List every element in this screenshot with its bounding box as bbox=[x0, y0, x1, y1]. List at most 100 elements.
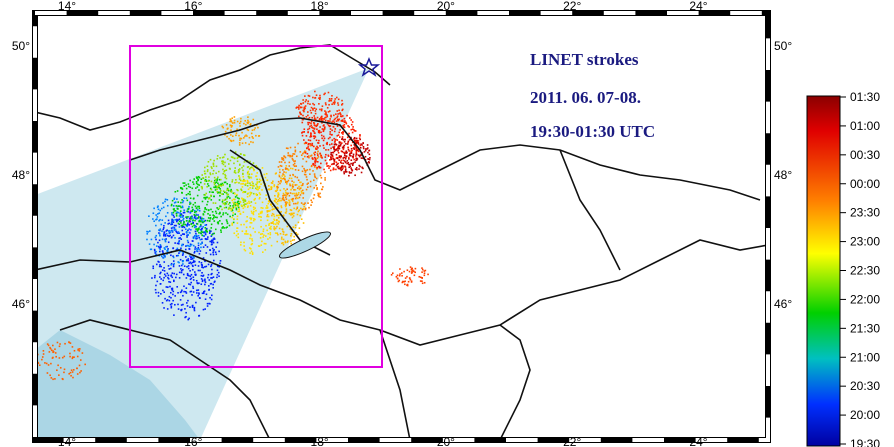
stroke-dot bbox=[253, 198, 256, 201]
stroke-dot bbox=[315, 148, 318, 150]
stroke-dot bbox=[282, 173, 284, 175]
stroke-dot bbox=[314, 160, 316, 163]
stroke-dot bbox=[199, 216, 202, 218]
stroke-dot bbox=[171, 222, 173, 224]
stroke-dot bbox=[214, 202, 217, 204]
stroke-dot bbox=[182, 225, 185, 228]
stroke-dot bbox=[162, 206, 165, 209]
stroke-dot bbox=[245, 134, 247, 137]
stroke-dot bbox=[172, 214, 175, 217]
stroke-dot bbox=[243, 245, 246, 247]
stroke-dot bbox=[315, 166, 318, 169]
stroke-dot bbox=[184, 316, 186, 319]
stroke-dot bbox=[71, 371, 74, 373]
stroke-dot bbox=[63, 368, 66, 371]
stroke-dot bbox=[251, 253, 254, 255]
stroke-dot bbox=[280, 238, 283, 240]
stroke-dot bbox=[297, 142, 299, 145]
stroke-dot bbox=[265, 224, 267, 227]
stroke-dot bbox=[198, 261, 201, 263]
stroke-dot bbox=[246, 215, 248, 218]
stroke-dot bbox=[180, 269, 183, 272]
stroke-dot bbox=[414, 271, 417, 274]
stroke-dot bbox=[347, 141, 349, 144]
stroke-dot bbox=[156, 206, 159, 209]
stroke-dot bbox=[338, 118, 340, 121]
stroke-dot bbox=[239, 120, 242, 123]
stroke-dot bbox=[217, 170, 220, 173]
stroke-dot bbox=[341, 136, 344, 138]
colorbar-label: 00:30 bbox=[850, 148, 880, 162]
stroke-dot bbox=[337, 151, 340, 154]
stroke-dot bbox=[277, 217, 280, 219]
stroke-dot bbox=[158, 212, 161, 214]
stroke-dot bbox=[340, 142, 343, 144]
stroke-dot bbox=[247, 122, 249, 125]
stroke-dot bbox=[242, 169, 244, 172]
stroke-dot bbox=[307, 100, 310, 103]
stroke-dot bbox=[335, 96, 338, 99]
stroke-dot bbox=[297, 197, 299, 200]
stroke-dot bbox=[231, 117, 234, 120]
stroke-dot bbox=[340, 150, 343, 152]
stroke-dot bbox=[180, 247, 182, 250]
stroke-dot bbox=[294, 150, 297, 153]
stroke-dot bbox=[193, 197, 195, 200]
stroke-dot bbox=[283, 194, 285, 197]
stroke-dot bbox=[159, 244, 162, 246]
stroke-dot bbox=[297, 210, 300, 213]
stroke-dot bbox=[334, 98, 337, 100]
stroke-dot bbox=[336, 163, 338, 166]
stroke-dot bbox=[311, 142, 314, 145]
stroke-dot bbox=[52, 350, 55, 352]
stroke-dot bbox=[210, 166, 213, 168]
stroke-dot bbox=[348, 172, 351, 174]
stroke-dot bbox=[176, 198, 178, 200]
stroke-dot bbox=[265, 198, 268, 200]
stroke-dot bbox=[318, 103, 320, 105]
stroke-dot bbox=[249, 221, 252, 224]
stroke-dot bbox=[224, 161, 226, 164]
stroke-dot bbox=[299, 106, 302, 109]
stroke-dot bbox=[277, 196, 279, 198]
stroke-dot bbox=[325, 149, 327, 151]
stroke-dot bbox=[181, 244, 183, 247]
stroke-dot bbox=[299, 207, 302, 210]
stroke-dot bbox=[192, 183, 195, 185]
stroke-dot bbox=[342, 167, 344, 169]
stroke-dot bbox=[303, 203, 306, 206]
stroke-dot bbox=[192, 260, 195, 262]
stroke-dot bbox=[269, 233, 272, 236]
stroke-dot bbox=[324, 92, 326, 95]
stroke-dot bbox=[76, 355, 79, 358]
stroke-dot bbox=[245, 220, 248, 223]
stroke-dot bbox=[239, 244, 242, 246]
stroke-dot bbox=[206, 183, 209, 185]
stroke-dot bbox=[345, 152, 348, 154]
stroke-dot bbox=[307, 202, 309, 204]
stroke-dot bbox=[263, 173, 266, 176]
stroke-dot bbox=[195, 289, 198, 292]
stroke-dot bbox=[280, 206, 283, 209]
stroke-dot bbox=[210, 194, 212, 197]
stroke-dot bbox=[221, 156, 224, 159]
stroke-dot bbox=[198, 231, 200, 234]
stroke-dot bbox=[238, 156, 240, 158]
stroke-dot bbox=[293, 160, 295, 163]
stroke-dot bbox=[319, 196, 322, 198]
stroke-dot bbox=[210, 263, 213, 266]
stroke-dot bbox=[204, 227, 207, 229]
stroke-dot bbox=[260, 244, 263, 246]
stroke-dot bbox=[242, 211, 245, 213]
stroke-dot bbox=[317, 130, 320, 132]
stroke-dot bbox=[215, 246, 218, 248]
stroke-dot bbox=[314, 97, 316, 99]
stroke-dot bbox=[197, 265, 200, 267]
stroke-dot bbox=[341, 109, 344, 112]
stroke-dot bbox=[189, 269, 191, 272]
stroke-dot bbox=[163, 247, 166, 249]
stroke-dot bbox=[182, 268, 184, 271]
stroke-dot bbox=[221, 201, 224, 203]
stroke-dot bbox=[334, 101, 336, 104]
stroke-dot bbox=[294, 224, 297, 226]
